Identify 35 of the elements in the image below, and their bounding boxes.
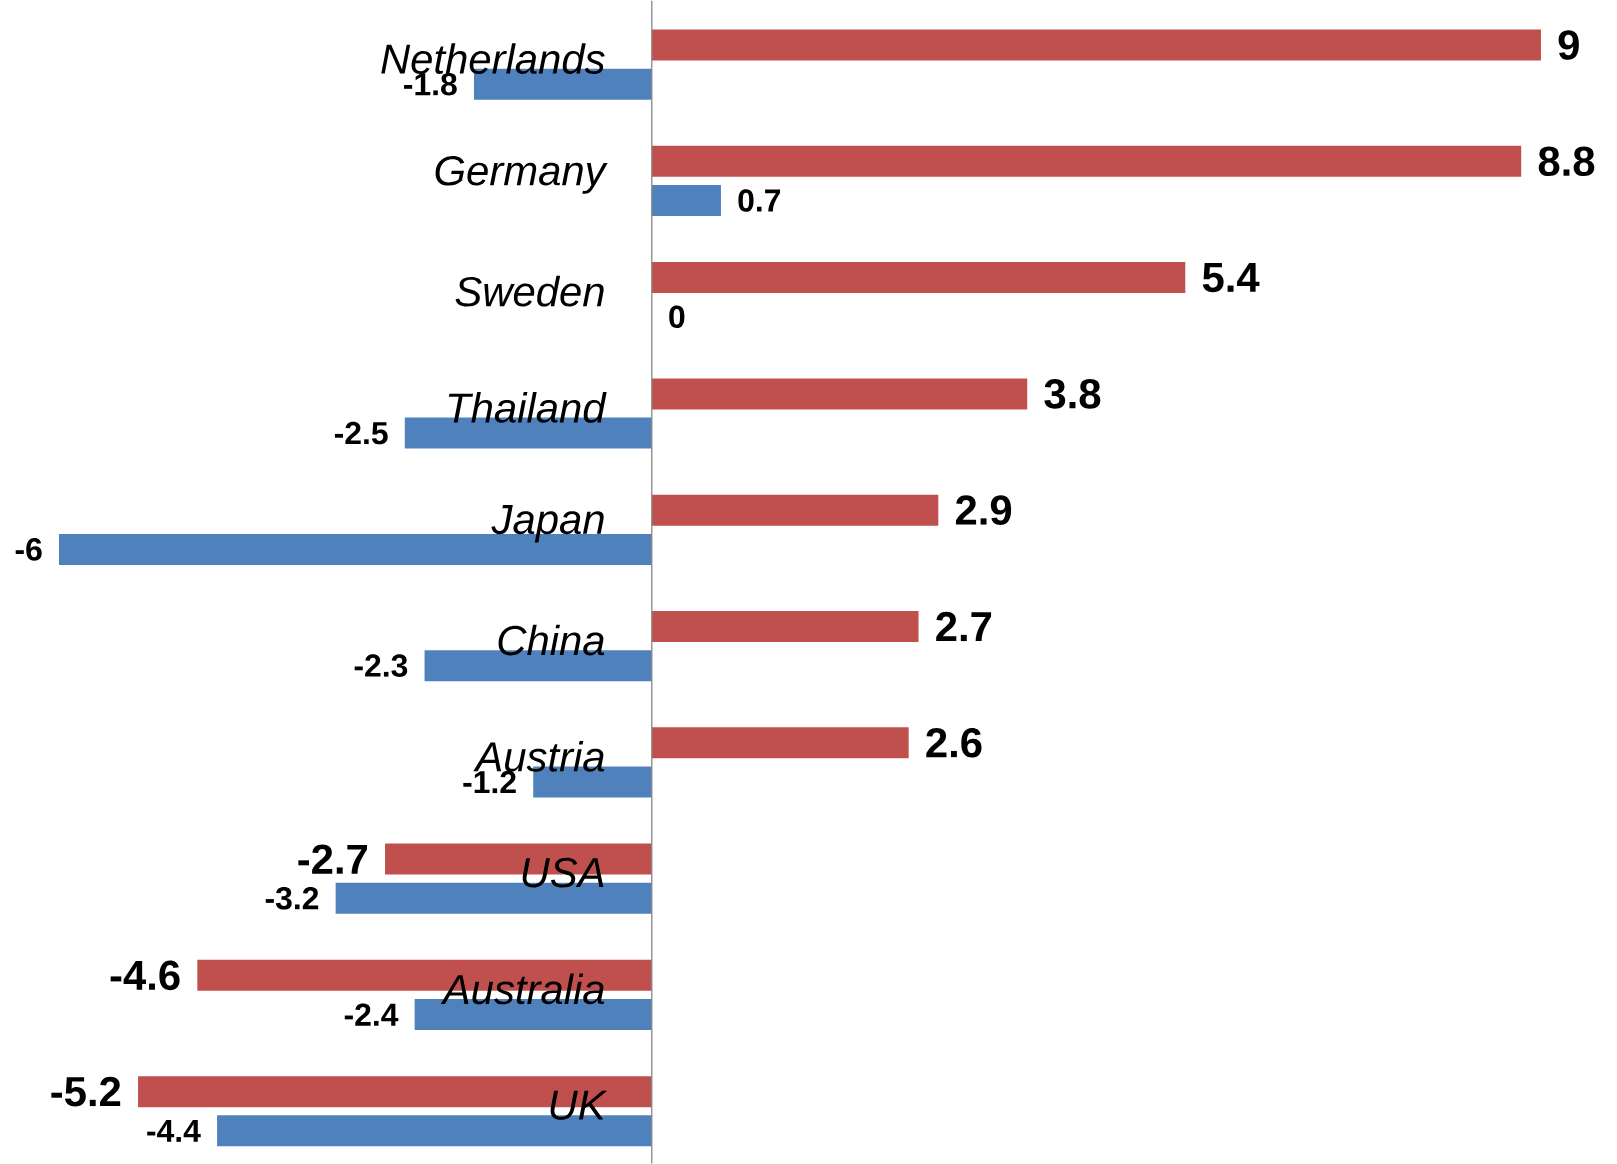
- data-label: 2.7: [936, 611, 992, 641]
- y-tick-label: Germany: [435, 155, 608, 194]
- data-label: -5.2: [51, 1076, 121, 1107]
- bar: [651, 494, 939, 526]
- data-label: -1.8: [404, 72, 457, 96]
- data-label: -3.2: [265, 886, 319, 910]
- data-label: 0: [669, 305, 685, 328]
- y-tick-label: Japan: [491, 504, 604, 543]
- data-label: 5.4: [1202, 262, 1260, 293]
- data-label: -2.3: [354, 654, 408, 677]
- data-label: 2.6: [926, 727, 982, 758]
- data-label: -4.6: [110, 960, 180, 991]
- bar: [651, 378, 1028, 410]
- y-tick-label: Netherlands: [381, 43, 605, 74]
- data-label: -6: [15, 537, 42, 561]
- y-tick-label: Sweden: [455, 275, 604, 307]
- bar: [651, 261, 1186, 293]
- data-label: 8.8: [1538, 146, 1595, 176]
- data-label: -1.2: [463, 770, 516, 793]
- data-label: -2.5: [334, 421, 388, 445]
- data-label: -2.7: [298, 844, 367, 874]
- data-label: 2.9: [955, 495, 1012, 525]
- bar: [651, 29, 1541, 61]
- y-tick-label: Thailand: [448, 391, 607, 423]
- bar: [651, 145, 1522, 177]
- y-tick-label: China: [498, 624, 605, 656]
- data-label: -4.4: [147, 1119, 201, 1142]
- data-label: 9: [1558, 30, 1579, 60]
- bar: [651, 727, 909, 759]
- y-tick-label: Austria: [473, 740, 605, 772]
- bar: [651, 610, 919, 642]
- data-label: -2.4: [344, 1003, 399, 1026]
- data-label: 3.8: [1044, 378, 1101, 409]
- bar: [651, 184, 721, 216]
- data-label: 0.7: [738, 189, 781, 212]
